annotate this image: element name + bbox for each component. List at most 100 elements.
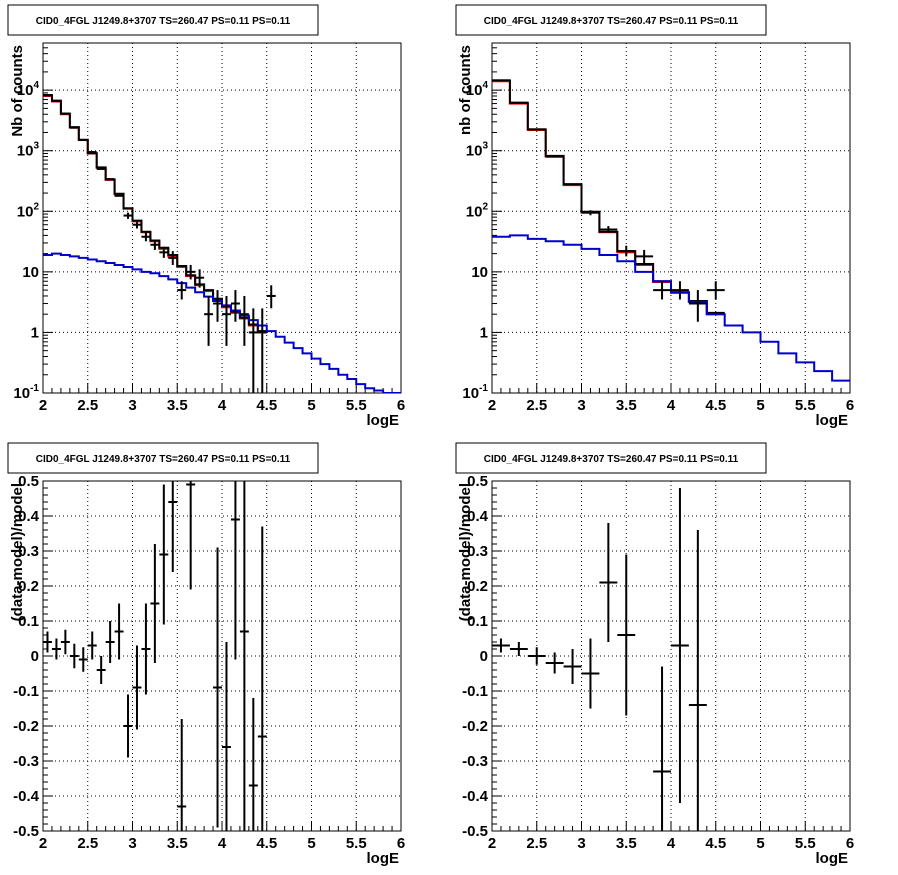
data-point [159,246,169,258]
data-point [581,638,600,709]
x-axis-ticks: 2 2.5 3 3.5 4 4.5 5 5.5 6 [488,821,854,852]
x-tick-label: 4 [218,835,227,852]
data-point [671,281,689,300]
y-axis-label: (data-model)/model [9,483,26,621]
data-point [87,631,97,660]
series-1-line [43,95,267,334]
data-point [671,488,689,803]
y-tick-label: 10 [471,264,488,281]
x-tick-label: 4 [218,397,227,414]
y-tick-label: -0.4 [13,788,40,805]
data-point [168,481,178,572]
x-tick-label: 5 [756,397,764,414]
x-tick-label: 2 [488,397,496,414]
x-axis-ticks: 2 2.5 3 3.5 4 4.5 5 5.5 6 [39,821,405,852]
x-tick-label: 6 [397,397,405,414]
y-axis-label: nb of counts [457,45,474,135]
data-point [132,221,142,229]
title-box [7,4,319,36]
x-tick-label: 6 [397,835,405,852]
x-tick-label: 2 [39,397,47,414]
data-point [230,290,240,322]
y-axis-label: (data-model)/model [457,483,474,621]
data-point [150,544,160,663]
data-point [248,698,258,831]
x-axis-ticks: 2 2.5 3 3.5 4 4.5 5 5.5 6 [488,383,854,414]
data-point [186,264,196,280]
y-tick-label: 104 [17,80,40,99]
data-point [78,647,88,672]
y-tick-label: -0.1 [13,683,39,700]
y-tick-label: -0.2 [462,718,488,735]
panel-1: CID0_4FGL J1249.8+3707 TS=260.47 PS=0.11… [7,4,405,429]
data-points [43,481,267,831]
y-tick-label: -0.3 [13,753,39,770]
data-point [96,656,106,684]
y-tick-label: 104 [466,80,489,99]
x-tick-label: 4 [667,397,676,414]
data-point [123,212,133,219]
data-point [239,295,249,346]
y-tick-label: 1 [31,324,39,341]
data-point [239,481,249,831]
y-tick-label: 0.4 [18,508,40,525]
data-layer [43,94,401,393]
x-axis-ticks: 2 2.5 3 3.5 4 4.5 5 5.5 6 [39,383,405,414]
data-point [168,251,178,265]
y-tick-label: -0.5 [13,823,39,840]
x-tick-label: 3.5 [616,835,637,852]
data-point [123,694,133,758]
data-point [599,226,618,233]
x-tick-label: 4.5 [705,397,726,414]
y-tick-label: 103 [466,141,489,160]
data-point [527,647,546,665]
y-tick-label: 10-1 [13,383,39,402]
x-tick-label: 2.5 [77,397,98,414]
series-2-line [492,79,725,314]
chart-title: CID0_4FGL J1249.8+3707 TS=260.47 PS=0.11… [484,16,739,27]
x-tick-label: 2.5 [526,397,547,414]
x-tick-label: 3.5 [167,397,188,414]
chart-title: CID0_4FGL J1249.8+3707 TS=260.47 PS=0.11… [36,16,291,27]
grid [492,43,850,393]
x-tick-label: 4.5 [256,835,277,852]
x-tick-label: 2.5 [526,835,547,852]
panel-4: CID0_4FGL J1249.8+3707 TS=260.47 PS=0.11… [455,442,854,867]
data-point [186,481,196,590]
data-point [266,285,276,309]
y-tick-label: 0.4 [467,508,489,525]
y-tick-label: 0.1 [18,613,39,630]
y-tick-label: -0.2 [13,718,39,735]
x-tick-label: 5 [307,835,315,852]
data-point [159,484,169,625]
data-point [195,269,205,288]
data-point [222,642,231,831]
y-tick-label: 0.3 [467,543,488,560]
data-point [177,719,187,831]
x-tick-label: 5.5 [346,835,367,852]
data-point [599,523,618,642]
y-axis-ticks: 10-1 1 10 102 103 104 [13,42,53,402]
data-points [492,488,707,831]
y-tick-label: 102 [466,201,489,220]
x-tick-label: 5.5 [795,835,816,852]
data-points [43,94,276,393]
data-point [706,281,725,300]
data-point [581,210,600,216]
x-tick-label: 5.5 [795,397,816,414]
y-tick-label: 0.2 [18,578,39,595]
title-box [7,442,319,474]
x-tick-label: 3.5 [616,397,637,414]
data-layer [43,481,267,831]
x-tick-label: 4 [667,835,676,852]
x-tick-label: 5.5 [346,397,367,414]
series-2-line [43,94,267,333]
data-point [69,643,79,669]
y-tick-label: 1 [480,324,488,341]
x-axis-label: logE [367,850,400,867]
data-point [105,621,115,663]
data-point [141,603,151,695]
y-axis-ticks: -0.5 -0.4 -0.3 -0.2 -0.1 0 0.1 0.2 0.3 0.4 0.5 [13,473,53,840]
data-point [222,295,231,346]
